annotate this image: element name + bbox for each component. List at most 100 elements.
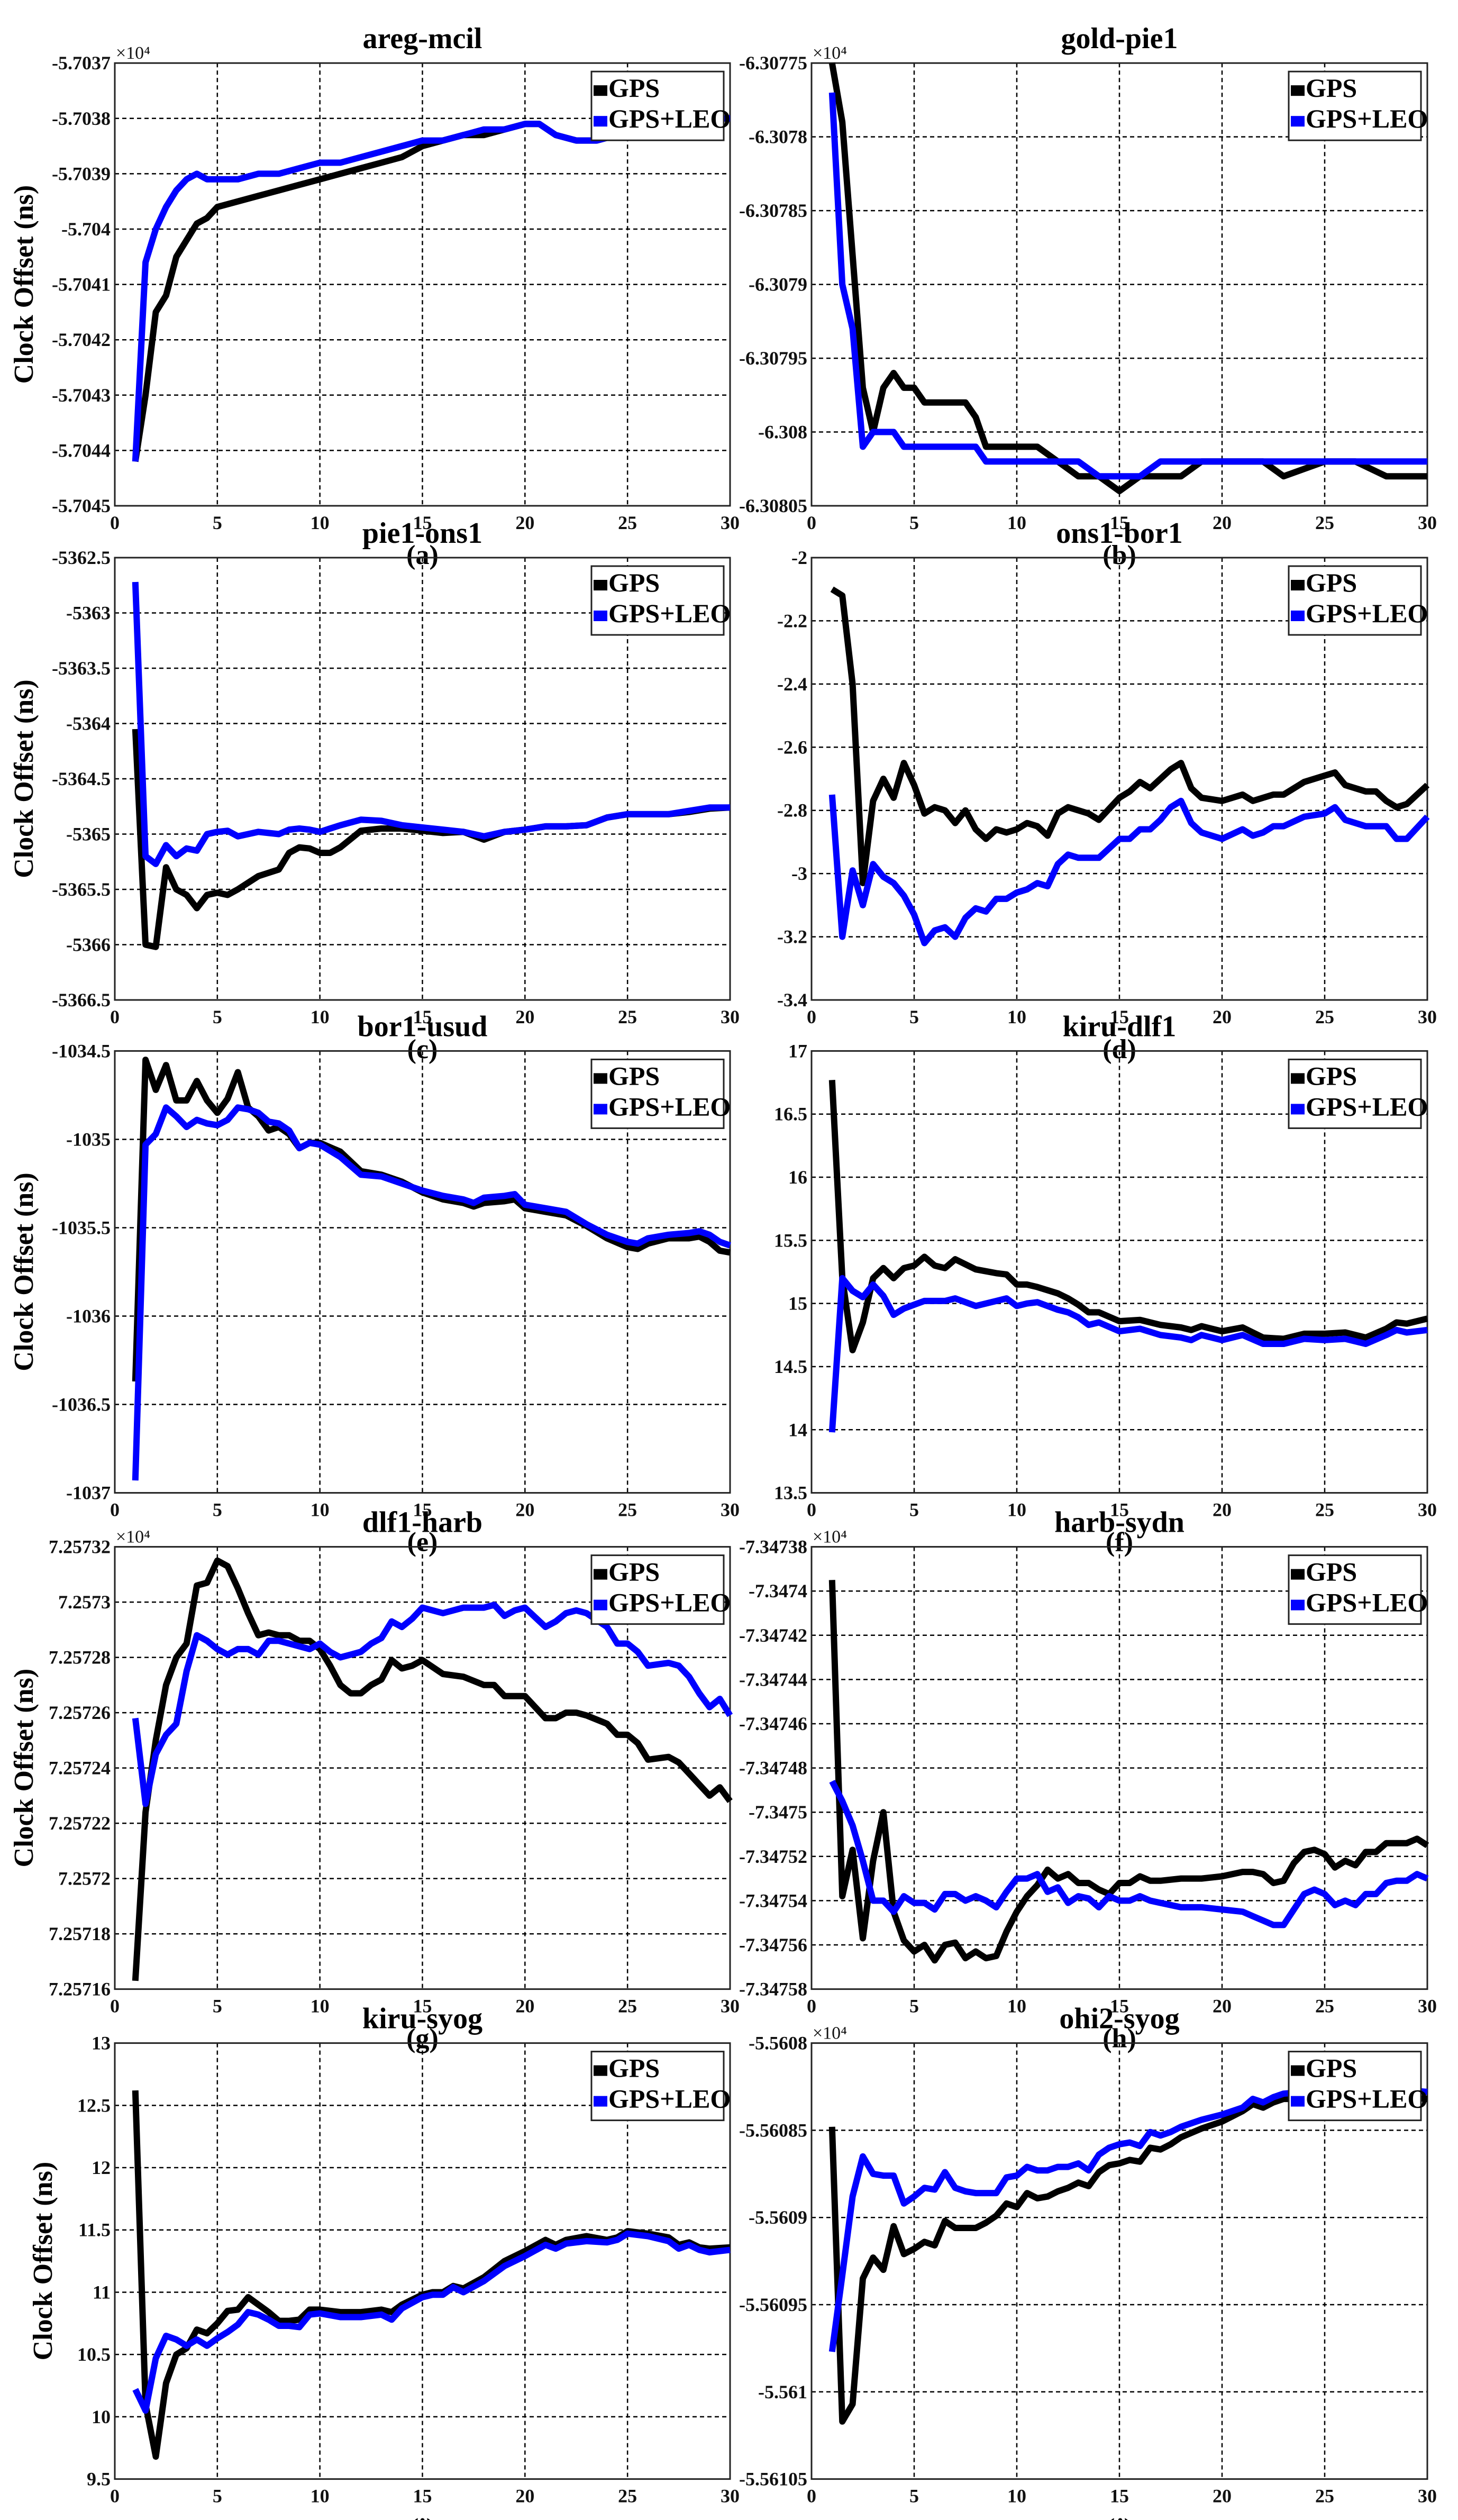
svg-text:5: 5 bbox=[213, 1996, 222, 2017]
legend-swatch-gps bbox=[594, 85, 607, 96]
svg-text:15.5: 15.5 bbox=[774, 1230, 807, 1251]
svg-text:-6.308: -6.308 bbox=[758, 422, 807, 443]
legend-label: GPS bbox=[608, 568, 660, 597]
axis-multiplier: ×10⁴ bbox=[813, 2024, 847, 2043]
legend-swatch-gps bbox=[1291, 1073, 1305, 1084]
svg-text:7.25724: 7.25724 bbox=[49, 1758, 111, 1779]
svg-text:-2: -2 bbox=[791, 547, 807, 568]
svg-text:10: 10 bbox=[311, 512, 330, 533]
y-axis-ticks: -6.30805 -6.308 -6.30795 -6.3079 -6.30785 -6.… bbox=[739, 52, 807, 516]
svg-text:10: 10 bbox=[1007, 2486, 1026, 2507]
svg-text:-5362.5: -5362.5 bbox=[52, 547, 111, 568]
series-gps-plus-leo bbox=[132, 1104, 731, 1481]
plot-area bbox=[114, 2042, 731, 2480]
svg-text:25: 25 bbox=[1315, 1996, 1334, 2017]
svg-text:7.25716: 7.25716 bbox=[49, 1979, 111, 2000]
svg-text:-1037: -1037 bbox=[66, 1482, 111, 1504]
svg-text:-5.7044: -5.7044 bbox=[52, 440, 111, 461]
svg-text:20: 20 bbox=[515, 2486, 534, 2507]
svg-text:5: 5 bbox=[213, 1006, 222, 1027]
svg-text:-5.7038: -5.7038 bbox=[52, 108, 111, 129]
legend-swatch-gps-leo bbox=[594, 1599, 607, 1611]
svg-text:-5.56105: -5.56105 bbox=[739, 2469, 807, 2490]
svg-text:9.5: 9.5 bbox=[87, 2469, 111, 2490]
svg-text:25: 25 bbox=[1315, 1006, 1334, 1027]
svg-text:25: 25 bbox=[1315, 2486, 1334, 2507]
series-gps bbox=[132, 115, 730, 462]
svg-text:30: 30 bbox=[721, 512, 740, 533]
svg-text:15: 15 bbox=[413, 1006, 432, 1027]
legend-swatch-gps-leo bbox=[594, 2096, 607, 2107]
legend-label: GPS+LEO bbox=[608, 104, 731, 133]
gridlines bbox=[115, 558, 730, 1000]
svg-text:-5.7045: -5.7045 bbox=[52, 495, 111, 516]
svg-text:-3: -3 bbox=[791, 863, 807, 884]
svg-text:-2.2: -2.2 bbox=[777, 610, 807, 631]
svg-text:5: 5 bbox=[213, 2486, 222, 2507]
svg-text:7.25732: 7.25732 bbox=[49, 1536, 111, 1558]
legend-swatch-gps-leo bbox=[1291, 2096, 1305, 2107]
svg-text:-1035: -1035 bbox=[66, 1129, 111, 1150]
svg-text:10: 10 bbox=[1007, 512, 1026, 533]
svg-text:15: 15 bbox=[413, 512, 432, 533]
y-axis-ticks: -5.56105 -5.561 -5.56095 -5.5609 -5.56085 -5.… bbox=[739, 2033, 807, 2490]
svg-text:5: 5 bbox=[213, 512, 222, 533]
svg-text:-5363: -5363 bbox=[66, 603, 111, 624]
series-lines bbox=[132, 581, 731, 950]
svg-text:-7.34744: -7.34744 bbox=[739, 1669, 807, 1690]
chart-svg: pie1-ons1 0 5 10 15 20 25 30 -5366.5 -5366 -5365.5… bbox=[9, 517, 740, 1065]
svg-text:10: 10 bbox=[311, 2486, 330, 2507]
series-gps-plus-leo bbox=[132, 115, 730, 462]
y-axis-label: Clock Offset (ns) bbox=[9, 185, 39, 384]
svg-text:15: 15 bbox=[413, 2486, 432, 2507]
svg-text:-5.5609: -5.5609 bbox=[749, 2207, 807, 2228]
svg-text:25: 25 bbox=[618, 512, 637, 533]
svg-text:0: 0 bbox=[807, 512, 816, 533]
svg-text:10.5: 10.5 bbox=[77, 2344, 111, 2365]
svg-text:-5365.5: -5365.5 bbox=[52, 879, 111, 900]
series-gps bbox=[132, 2090, 731, 2460]
svg-text:10: 10 bbox=[311, 1499, 330, 1521]
axis-multiplier: ×10⁴ bbox=[116, 43, 150, 63]
svg-text:0: 0 bbox=[807, 1499, 816, 1521]
svg-text:0: 0 bbox=[110, 1006, 120, 1027]
chart-panel-f: kiru-dlf1 0 5 10 15 20 25 30 13.5 14 14.5 15 15.5 16 1… bbox=[729, 1005, 1458, 1557]
chart-panel-g: dlf1-harb ×10⁴ 0 5 10 15 20 25 30 7.25716 7.25718 7… bbox=[0, 1506, 740, 2054]
axis-multiplier: ×10⁴ bbox=[813, 43, 847, 63]
series-gps-plus-leo bbox=[828, 2087, 1428, 2352]
svg-text:15: 15 bbox=[413, 1499, 432, 1521]
legend-swatch-gps-leo bbox=[594, 611, 607, 621]
chart-panel-b: gold-pie1 ×10⁴ 0 5 10 15 20 25 30 -6.30805 -6.308-… bbox=[729, 0, 1458, 570]
svg-text:-5.7041: -5.7041 bbox=[52, 274, 111, 295]
svg-text:-5364: -5364 bbox=[66, 713, 111, 734]
svg-text:-6.30795: -6.30795 bbox=[739, 348, 807, 369]
axis-multiplier: ×10⁴ bbox=[813, 1527, 847, 1547]
svg-text:-7.34752: -7.34752 bbox=[739, 1846, 807, 1867]
svg-text:-5.56085: -5.56085 bbox=[739, 2119, 807, 2141]
svg-text:7.2572: 7.2572 bbox=[58, 1868, 111, 1889]
svg-text:20: 20 bbox=[1213, 1499, 1232, 1521]
series-lines bbox=[132, 115, 730, 462]
svg-text:30: 30 bbox=[1418, 1499, 1437, 1521]
legend-label: GPS bbox=[608, 1061, 660, 1090]
svg-text:-6.3079: -6.3079 bbox=[749, 274, 807, 295]
svg-text:25: 25 bbox=[618, 1499, 637, 1521]
y-axis-ticks: 13.5 14 14.5 15 15.5 16 16.5 17 bbox=[774, 1040, 807, 1503]
plot-area bbox=[810, 2042, 1428, 2480]
series-gps bbox=[132, 1557, 733, 1981]
svg-text:5: 5 bbox=[909, 1996, 919, 2017]
svg-text:-7.34746: -7.34746 bbox=[739, 1713, 807, 1734]
y-axis-ticks: -3.4 -3.2 -3 -2.8 -2.6 -2.4 -2.2 -2 bbox=[777, 547, 807, 1011]
legend-swatch-gps-leo bbox=[594, 116, 607, 127]
svg-text:25: 25 bbox=[618, 1006, 637, 1027]
svg-text:-5.7037: -5.7037 bbox=[52, 52, 111, 74]
plot-area bbox=[810, 1546, 1428, 1990]
gridlines bbox=[812, 2043, 1427, 2479]
chart-panel-e: bor1-usud 0 5 10 15 20 25 30 -1037 -1036.5 -1036 -1… bbox=[0, 1005, 740, 1557]
